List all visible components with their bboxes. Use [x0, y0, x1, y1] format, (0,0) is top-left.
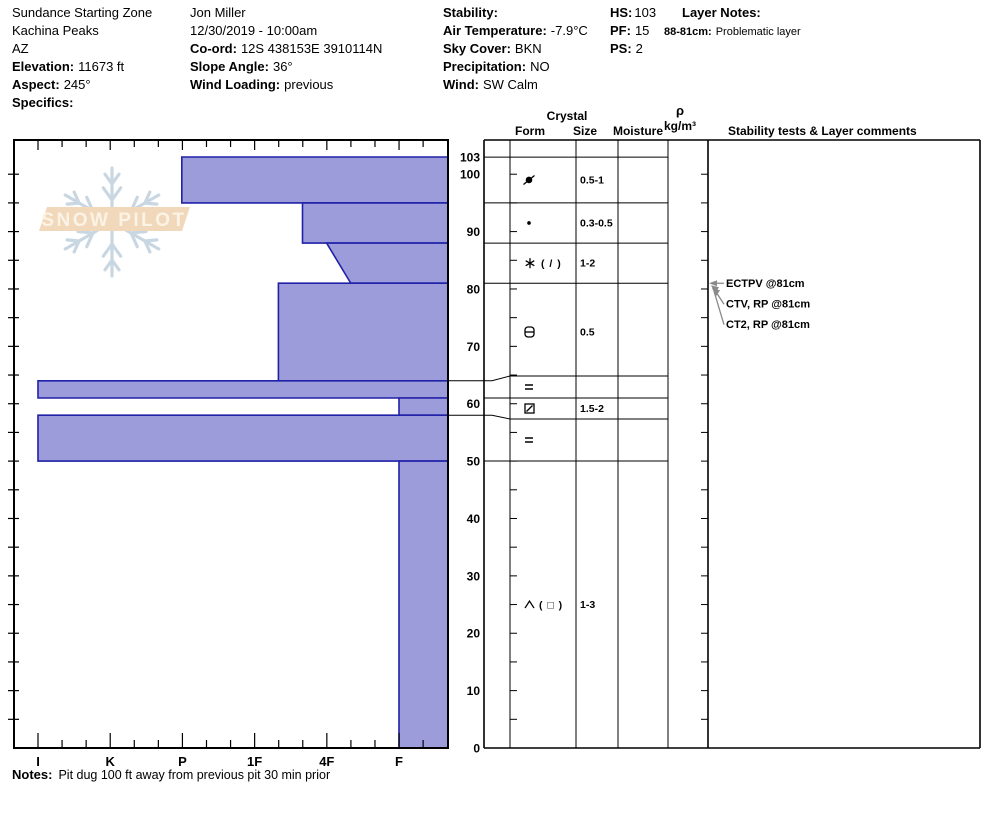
hs-field: HS: 103	[610, 5, 657, 20]
profile-bar	[277, 282, 449, 382]
hardness-label: P	[178, 754, 187, 769]
form-symbol-df	[523, 174, 535, 185]
stability-annotation: CT2, RP @81cm	[726, 319, 810, 331]
density-symbol-header: ρ	[675, 103, 685, 118]
site-range: Kachina Peaks	[12, 23, 99, 38]
hardness-label: I	[36, 754, 40, 769]
depth-label: 80	[467, 282, 481, 296]
hardness-label: 1F	[247, 754, 262, 769]
moisture-column-header: Moisture	[612, 124, 663, 138]
size-value: 1.5-2	[580, 403, 604, 415]
table-row-connector	[448, 414, 668, 420]
form-symbol-text: ( □ )	[539, 600, 563, 612]
aspect-field: Aspect: 245°	[12, 77, 91, 92]
depth-label: 20	[467, 627, 481, 641]
size-value: 0.5-1	[580, 174, 604, 186]
size-column-header: Size	[572, 124, 597, 138]
wind-field: Wind: SW Calm	[443, 77, 538, 92]
slope-angle-field: Slope Angle: 36°	[190, 59, 293, 74]
depth-label: 70	[467, 340, 481, 354]
form-column-header: Form	[515, 124, 545, 138]
pit-datetime: 12/30/2019 - 10:00am	[190, 23, 318, 38]
profile-bar	[398, 397, 449, 417]
form-symbol-crust	[524, 326, 535, 338]
air-temp-field: Air Temperature: -7.9°C	[443, 23, 588, 38]
site-state: AZ	[12, 41, 29, 56]
ps-field: PS: 2	[610, 41, 643, 56]
annotation-arrow	[709, 280, 724, 287]
form-symbol-dh_fc	[524, 599, 535, 609]
profile-bar	[301, 202, 449, 244]
sky-cover-field: Sky Cover: BKN	[443, 41, 542, 56]
stability-annotation: CTV, RP @81cm	[726, 299, 810, 311]
hardness-label: 4F	[319, 754, 334, 769]
profile-bar	[181, 156, 449, 204]
form-symbol-pp_df	[525, 258, 535, 269]
depth-label: 50	[467, 455, 481, 469]
depth-label: 40	[467, 512, 481, 526]
depth-label: 100	[460, 168, 480, 182]
notes-label: Notes:	[12, 767, 53, 782]
profile-bar	[325, 242, 449, 285]
profile-bar	[398, 460, 449, 749]
layer-note-entry: 88-81cm: Problematic layer	[664, 26, 801, 38]
depth-label: 90	[467, 225, 481, 239]
form-symbol-text: ( / )	[541, 258, 562, 270]
coordinates-field: Co-ord: 12S 438153E 3910114N	[190, 41, 383, 56]
size-value: 1-2	[580, 258, 595, 270]
stability-annotation: ECTPV @81cm	[726, 278, 805, 290]
form-symbol-if	[525, 437, 533, 443]
profile-bar	[37, 379, 449, 399]
form-symbol-if	[525, 384, 533, 390]
crystal-header: Crystal	[546, 109, 588, 123]
wind-loading-field: Wind Loading: previous	[190, 77, 334, 92]
hardness-label: K	[106, 754, 116, 769]
stability-field: Stability:	[443, 5, 498, 20]
site-name: Sundance Starting Zone	[12, 5, 153, 20]
watermark-text: SNOW PILOT	[41, 210, 186, 231]
depth-label: 0	[473, 742, 480, 756]
size-value: 0.3-0.5	[580, 217, 613, 229]
depth-label: 10	[467, 684, 481, 698]
depth-label: 30	[467, 569, 481, 583]
specifics-field: Specifics:	[12, 95, 74, 110]
hardness-label: F	[395, 754, 403, 769]
notes-text: Pit dug 100 ft away from previous pit 30…	[58, 768, 331, 782]
form-symbol-rg	[527, 221, 531, 225]
profile-bar	[37, 414, 449, 462]
notes-line: Notes: Pit dug 100 ft away from previous …	[12, 767, 330, 782]
form-symbol-fcxr	[524, 403, 535, 414]
stability-column-header: Stability tests & Layer comments	[728, 124, 917, 138]
layer-notes-title: Layer Notes:	[682, 5, 761, 20]
depth-label: 60	[467, 397, 481, 411]
table-row-connector	[448, 375, 668, 382]
watermark-banner	[39, 207, 190, 231]
precipitation-field: Precipitation: NO	[443, 59, 550, 74]
depth-label: 103	[460, 151, 480, 165]
pf-field: PF: 15	[610, 23, 650, 38]
density-unit-header: kg/m³	[663, 119, 696, 133]
elevation-field: Elevation: 11673 ft	[12, 59, 125, 74]
watermark	[39, 166, 190, 278]
annotation-arrow	[712, 288, 725, 325]
size-value: 0.5	[580, 327, 595, 339]
observer-name: Jon Miller	[190, 5, 246, 20]
size-value: 1-3	[580, 599, 595, 611]
